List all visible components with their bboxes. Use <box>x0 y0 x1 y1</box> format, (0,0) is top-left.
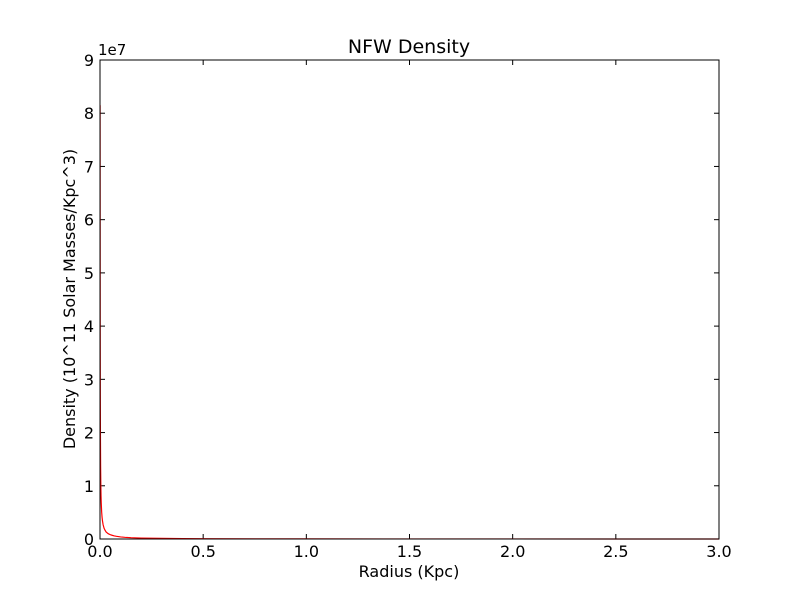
x-tick-label: 2.5 <box>603 542 628 561</box>
y-tick-label: 2 <box>84 424 94 443</box>
y-tick-label: 1 <box>84 477 94 496</box>
x-tick-label: 0.0 <box>87 542 112 561</box>
x-tick-label: 1.5 <box>397 542 422 561</box>
chart-title: NFW Density <box>348 36 470 58</box>
y-tick-label: 8 <box>84 104 94 123</box>
axis-ticks: 0.0 0.5 1.0 1.5 2.0 2.5 3.0 0 1 2 3 4 5 6 7 8 9 <box>84 51 732 561</box>
x-tick-label: 0.5 <box>190 542 215 561</box>
plot-frame <box>99 59 720 540</box>
y-tick-label: 9 <box>84 51 94 70</box>
series-line <box>99 105 720 540</box>
x-axis-label: Radius (Kpc) <box>359 562 460 581</box>
y-tick-label: 5 <box>84 264 94 283</box>
x-tick-label: 2.0 <box>500 542 525 561</box>
y-tick-label: 6 <box>84 211 94 230</box>
y-tick-label: 3 <box>84 370 94 389</box>
y-tick-label: 0 <box>84 530 94 549</box>
y-tick-label: 4 <box>84 317 94 336</box>
series-group <box>99 105 720 540</box>
y-axis-offset-label: 1e7 <box>98 41 126 59</box>
x-tick-label: 1.0 <box>294 542 319 561</box>
y-tick-label: 7 <box>84 157 94 176</box>
x-tick-label: 3.0 <box>706 542 731 561</box>
y-axis-label: Density (10^11 Solar Masses/Kpc^3) <box>60 149 79 449</box>
